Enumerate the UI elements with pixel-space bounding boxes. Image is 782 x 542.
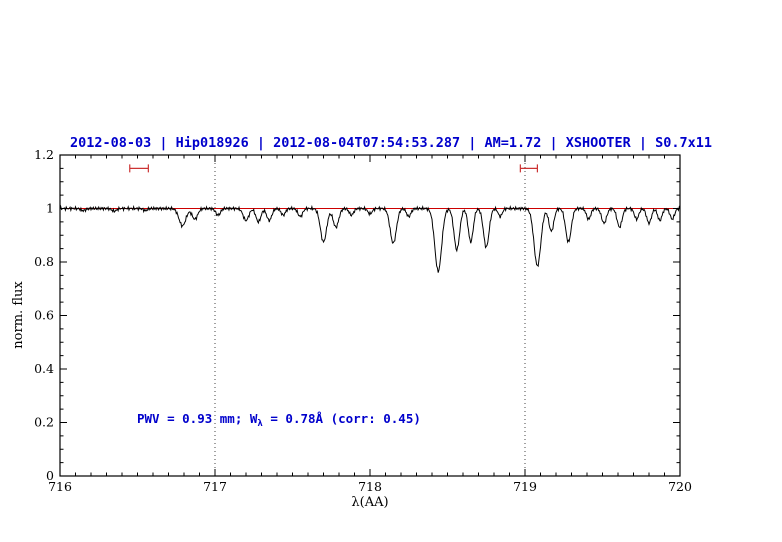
y-tick-label: 0: [46, 468, 54, 483]
x-axis-label: λ(AA): [351, 495, 388, 510]
y-tick-label: 1: [46, 201, 54, 216]
x-tick-label: 719: [513, 479, 537, 494]
pwv-annotation-prefix: PWV = 0.93 mm; W: [137, 411, 258, 426]
plot-frame: [59, 154, 681, 477]
y-axis-label: norm. flux: [11, 281, 26, 349]
y-tick-label: 0.4: [34, 361, 54, 376]
y-tick-label: 0.8: [34, 254, 54, 269]
x-tick-label: 716: [48, 479, 72, 494]
pwv-annotation-suffix: = 0.78Å (corr: 0.45): [263, 411, 421, 426]
pwv-annotation-subscript: λ: [257, 419, 263, 429]
x-tick-label: 717: [203, 479, 227, 494]
spectrum-line: [59, 204, 681, 273]
plot-layer: 716 717 718 719 720 0 0.2 0.4 0.6 0.8 1 1.2: [34, 147, 692, 494]
y-tick-label: 0.2: [34, 415, 54, 430]
y-tick-label: 0.6: [34, 308, 54, 323]
x-tick-label: 718: [358, 479, 382, 494]
pwv-annotation: PWV = 0.93 mm; Wλ = 0.78Å (corr: 0.45): [137, 411, 421, 429]
plot-title: 2012-08-03 | Hip018926 | 2012-08-04T07:5…: [70, 135, 712, 151]
y-tick-label: 1.2: [34, 147, 54, 162]
x-tick-label: 720: [668, 479, 692, 494]
